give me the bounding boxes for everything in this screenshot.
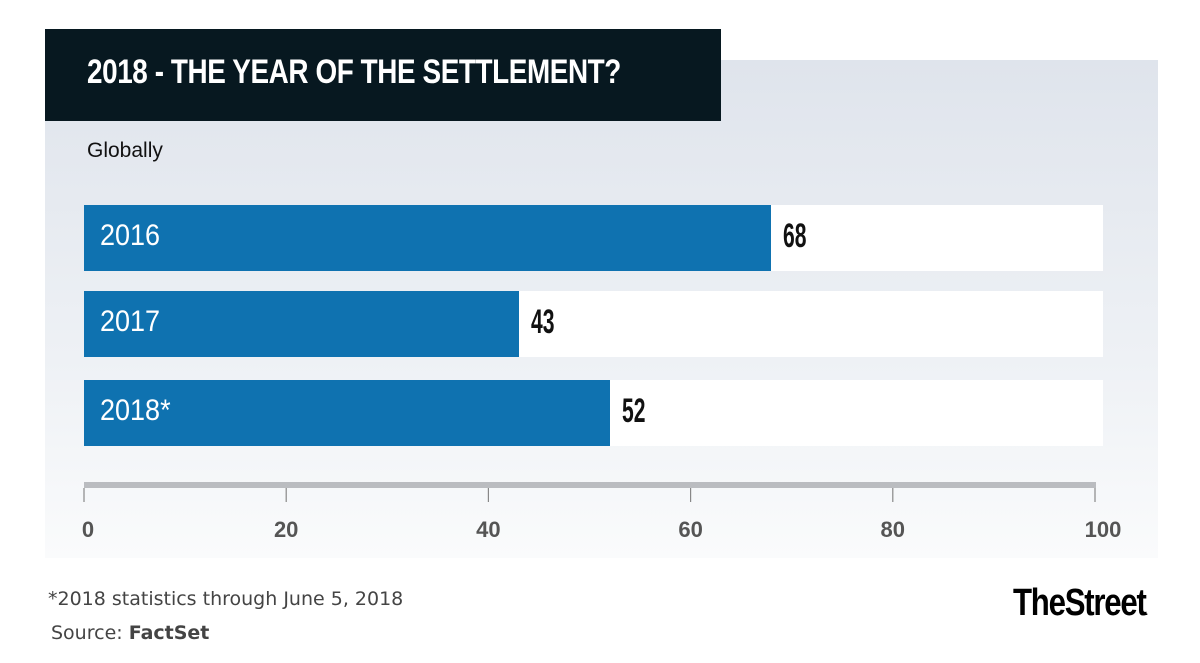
bar-track: 2017 43 <box>84 291 1103 357</box>
x-axis-line <box>84 482 1096 488</box>
bar-value-label: 52 <box>621 392 646 430</box>
logo-mark: . <box>1145 607 1149 618</box>
thestreet-logo: TheStreet. <box>1013 582 1149 625</box>
bar-track: 2018* 52 <box>84 380 1103 446</box>
chart-title: 2018 - THE YEAR OF THE SETTLEMENT? <box>87 53 621 91</box>
bar-value-label: 68 <box>783 217 807 255</box>
x-tick-label: 80 <box>880 517 906 542</box>
x-tick-label: 0 <box>81 517 95 542</box>
bar-category-label: 2018* <box>100 394 171 427</box>
logo-text: TheStreet <box>1013 582 1147 624</box>
source-line: Source: FactSet <box>51 622 209 644</box>
bar-track: 2016 68 <box>84 205 1103 271</box>
x-tick-label: 20 <box>273 517 299 542</box>
bar-2017: 2017 <box>84 291 519 357</box>
chart-subtitle: Globally <box>87 139 163 162</box>
source-prefix: Source: <box>51 622 129 644</box>
x-tick-label: 40 <box>476 517 501 542</box>
x-tick-label: 100 <box>1084 517 1122 542</box>
bar-value-label: 43 <box>530 303 555 341</box>
bar-category-label: 2017 <box>100 305 161 338</box>
source-name: FactSet <box>128 622 210 644</box>
x-tick-label: 60 <box>678 517 703 542</box>
title-box: 2018 - THE YEAR OF THE SETTLEMENT? <box>45 29 721 121</box>
bar-category-label: 2016 <box>100 219 161 252</box>
bar-2016: 2016 <box>84 205 772 271</box>
bar-2018: 2018* <box>84 380 610 446</box>
footnote: *2018 statistics through June 5, 2018 <box>48 588 404 610</box>
